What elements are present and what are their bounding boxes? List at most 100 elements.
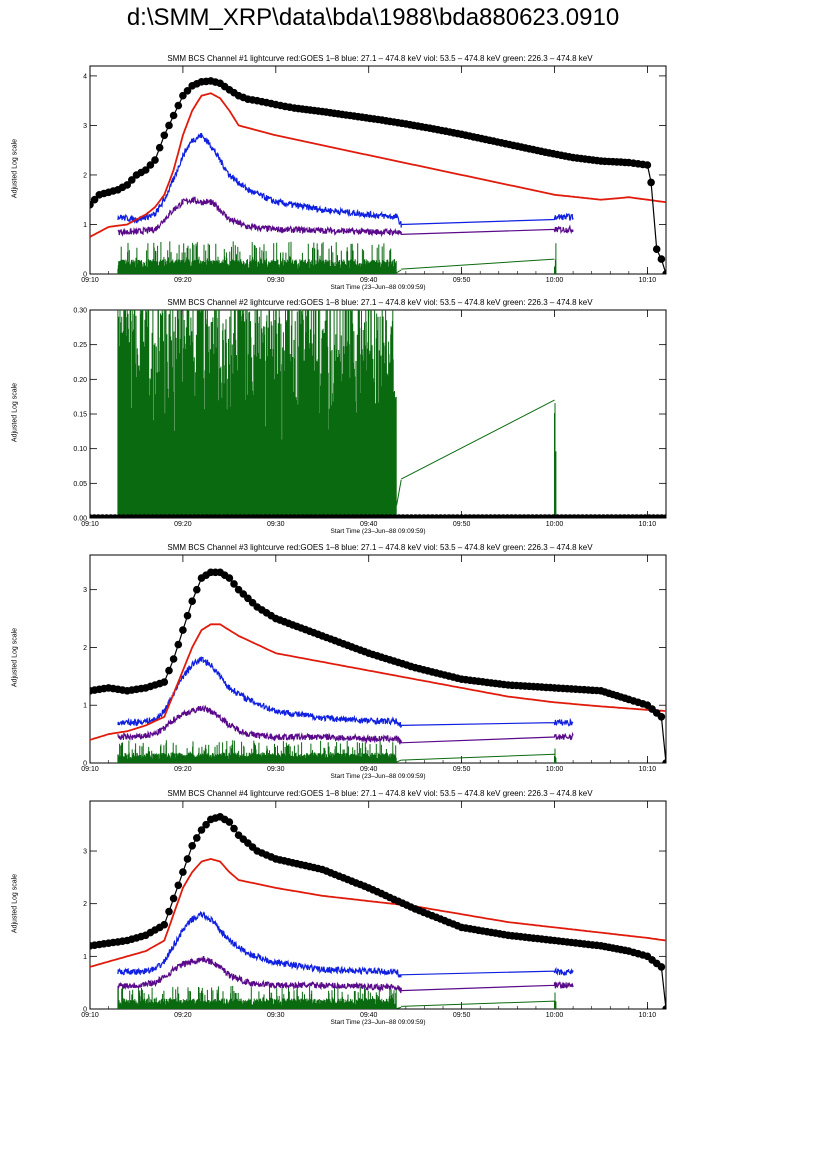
panel-title: SMM BCS Channel #1 lightcurve red:GOES 1… [167,54,593,63]
x-tick-label: 09:10 [81,1012,99,1019]
data-point [193,834,201,842]
data-point [657,713,666,721]
series-line-blue [117,132,574,228]
y-tick-label: 0 [83,272,87,279]
data-point [160,678,169,686]
data-point [165,121,173,130]
series-line-green [117,310,557,518]
series-line-black [90,816,666,1009]
data-point [174,881,183,890]
y-tick-label: 0 [83,1007,87,1014]
x-tick-label: 09:40 [360,521,378,528]
x-tick-label: 10:10 [639,1012,657,1019]
x-axis-label: Start Time (23–Jun–88 09:09:59) [330,1019,426,1026]
data-point [230,824,238,833]
data-point [647,178,655,187]
data-point [151,156,159,164]
y-tick-label: 0.10 [73,446,87,453]
y-tick-label: 1 [83,954,87,961]
data-point [662,1005,666,1009]
series-line-green [117,985,557,1009]
x-tick-label: 09:40 [360,277,378,284]
x-axis-label: Start Time (23–Jun–88 09:09:59) [330,773,426,780]
data-point [165,666,173,675]
data-point [652,245,661,253]
x-tick-label: 09:30 [267,1012,285,1019]
panel-title: SMM BCS Channel #2 lightcurve red:GOES 1… [167,298,593,307]
x-tick-label: 09:50 [453,277,471,284]
series-line-red [90,92,666,238]
data-point [657,963,666,971]
x-tick-label: 09:50 [453,1012,471,1019]
data-point [202,820,210,829]
x-tick-label: 10:10 [639,277,657,284]
data-point [197,826,206,834]
data-point [183,611,192,620]
data-point [179,626,187,634]
data-point [193,585,201,594]
data-point [188,842,196,850]
x-tick-label: 09:20 [174,521,192,528]
y-tick-label: 3 [83,849,87,856]
x-tick-label: 09:10 [81,521,99,528]
series-line-violet [117,196,574,238]
data-point [123,181,131,189]
data-point [657,255,666,263]
x-tick-label: 09:20 [174,1012,192,1019]
data-point [183,87,192,95]
data-point [160,920,169,929]
data-point [225,818,234,826]
data-point [662,514,666,518]
y-tick-label: 2 [83,172,87,179]
y-tick-label: 1 [83,222,87,229]
x-tick-label: 10:10 [639,766,657,773]
data-point [141,166,150,174]
x-tick-label: 09:50 [453,766,471,773]
data-point [160,131,169,140]
data-point [146,161,155,169]
x-tick-label: 09:30 [267,521,285,528]
data-point [179,91,187,100]
x-axis-label: Start Time (23–Jun–88 09:09:59) [330,284,426,291]
y-tick-label: 0.00 [73,516,87,523]
x-tick-label: 09:40 [360,766,378,773]
y-tick-label: 0.30 [73,308,87,315]
data-point [662,759,666,763]
x-tick-label: 10:00 [546,766,564,773]
panel-title: SMM BCS Channel #4 lightcurve red:GOES 1… [167,789,593,798]
y-tick-label: 3 [83,587,87,594]
y-tick-label: 2 [83,901,87,908]
series-line-violet [117,956,574,994]
y-tick-label: 1 [83,703,87,710]
panel-title: SMM BCS Channel #3 lightcurve red:GOES 1… [167,543,593,552]
series-line-red [90,623,666,741]
series-line-red [90,857,666,968]
y-tick-label: 4 [83,73,87,80]
y-tick-label: 0.15 [73,412,87,419]
x-tick-label: 10:00 [546,1012,564,1019]
series-line-green [117,241,557,274]
series-line-green [117,740,557,763]
data-point [662,270,666,274]
y-tick-label: 0.20 [73,377,87,384]
x-tick-label: 10:00 [546,277,564,284]
y-tick-label: 0 [83,761,87,768]
x-tick-label: 10:10 [639,521,657,528]
x-tick-label: 09:30 [267,766,285,773]
series-line-blue [117,910,574,979]
x-tick-label: 10:00 [546,521,564,528]
y-tick-label: 0.05 [73,481,87,488]
data-point [90,195,99,204]
data-point [225,574,234,582]
data-point [174,101,183,110]
data-point [183,855,192,863]
data-point [169,111,178,120]
data-point [128,176,136,184]
data-point [155,143,164,152]
data-point [188,597,196,605]
x-axis-label: Start Time (23–Jun–88 09:09:59) [330,528,426,535]
